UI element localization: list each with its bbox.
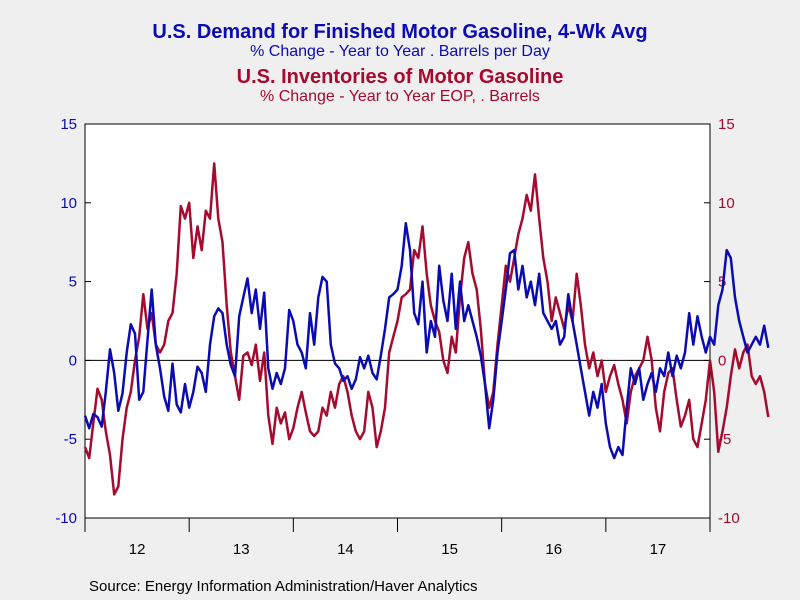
series-line-inventories [83,162,770,496]
x-axis-label: 16 [545,541,562,558]
x-axis-label: 17 [650,541,667,558]
left-axis-label: 10 [60,195,77,212]
left-axis-label: -10 [55,510,77,527]
series-line-demand [83,222,770,460]
x-axis-label: 12 [129,541,146,558]
right-axis-label: -10 [718,510,740,527]
right-axis-label: 10 [718,195,735,212]
left-axis-label: -5 [64,431,77,448]
left-axis-label: 15 [60,116,77,133]
x-axis-label: 13 [233,541,250,558]
x-axis-label: 15 [441,541,458,558]
right-axis-label: 15 [718,116,735,133]
chart-subtitle-red: % Change - Year to Year EOP, . Barrels [260,88,540,105]
right-axis-label: 0 [718,352,726,369]
chart-title-blue: U.S. Demand for Finished Motor Gasoline,… [152,21,648,43]
chart-subtitle-blue: % Change - Year to Year . Barrels per Da… [250,43,550,60]
left-axis-label: 0 [69,352,77,369]
source-note: Source: Energy Information Administratio… [89,578,478,595]
x-axis-label: 14 [337,541,354,558]
chart-title-red: U.S. Inventories of Motor Gasoline [236,66,564,88]
left-axis-label: 5 [69,274,77,291]
